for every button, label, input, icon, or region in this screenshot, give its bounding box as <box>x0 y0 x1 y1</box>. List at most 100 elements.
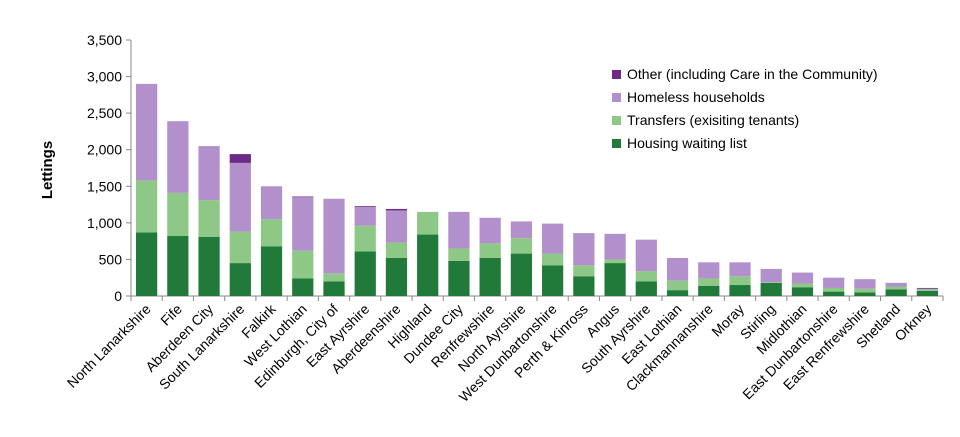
bar-segment-homeless-households <box>885 282 907 287</box>
bar-segment-other-including-care-in-the-community <box>292 196 314 198</box>
bar-segment-homeless-households <box>292 197 314 251</box>
legend-swatch <box>612 139 621 148</box>
legend-label: Transfers (exisiting tenants) <box>627 112 799 128</box>
bar-segment-homeless-households <box>729 262 751 277</box>
bar-segment-homeless-households <box>510 221 533 239</box>
y-tick-label: 1,000 <box>87 215 122 231</box>
bar-segment-transfers-exisiting-tenants <box>635 271 657 282</box>
bar-segment-transfers-exisiting-tenants <box>323 273 345 282</box>
bar-segment-transfers-exisiting-tenants <box>385 242 408 258</box>
y-tick-label: 0 <box>114 288 122 304</box>
bar-segment-housing-waiting-list <box>542 265 564 296</box>
bar-segment-transfers-exisiting-tenants <box>573 265 595 277</box>
bar-segment-transfers-exisiting-tenants <box>510 238 533 254</box>
bar-segment-transfers-exisiting-tenants <box>198 200 220 237</box>
bar-segment-housing-waiting-list <box>167 236 189 296</box>
bar-segment-homeless-households <box>635 239 657 272</box>
bar-segment-housing-waiting-list <box>635 281 657 296</box>
bar-segment-transfers-exisiting-tenants <box>666 280 689 291</box>
bar-segment-housing-waiting-list <box>323 281 345 296</box>
bar-segment-homeless-households <box>854 279 876 289</box>
bar-segment-homeless-households <box>354 206 376 226</box>
bar-segment-other-including-care-in-the-community <box>385 208 408 211</box>
legend-label: Homeless households <box>627 89 765 105</box>
bar-segment-transfers-exisiting-tenants <box>479 243 501 258</box>
bar-segment-homeless-households <box>604 233 626 260</box>
y-ticks-group: 0 500 1,000 1,500 2,000 2,500 3,000 3,500 <box>87 32 944 304</box>
y-tick-label: 2,000 <box>87 142 122 158</box>
bar-segment-housing-waiting-list <box>479 257 501 296</box>
bar-segment-transfers-exisiting-tenants <box>448 248 470 261</box>
bar-segment-transfers-exisiting-tenants <box>854 288 876 293</box>
legend-swatch <box>612 70 621 79</box>
bar-segment-homeless-households <box>760 268 782 283</box>
legend-swatch <box>612 93 621 102</box>
y-axis-label: Lettings <box>39 141 56 199</box>
bar-segment-transfers-exisiting-tenants <box>823 287 845 292</box>
bar-segment-housing-waiting-list <box>385 257 408 296</box>
bar-segment-transfers-exisiting-tenants <box>885 286 907 290</box>
bar-segment-homeless-households <box>198 146 220 201</box>
bar-segment-transfers-exisiting-tenants <box>354 225 376 252</box>
bars-group <box>136 83 939 296</box>
bar-segment-housing-waiting-list <box>510 253 533 296</box>
bar-segment-housing-waiting-list <box>916 290 939 296</box>
y-tick-label: 500 <box>99 251 123 267</box>
y-tick-label: 1,500 <box>87 178 122 194</box>
bar-segment-transfers-exisiting-tenants <box>760 282 782 283</box>
bar-segment-homeless-households <box>448 211 470 249</box>
bar-segment-homeless-households <box>823 277 845 288</box>
bar-segment-other-including-care-in-the-community <box>229 154 251 163</box>
y-tick-label: 3,000 <box>87 69 122 85</box>
y-tick-label: 3,500 <box>87 32 122 48</box>
bar-segment-homeless-households <box>479 217 501 244</box>
bar-segment-transfers-exisiting-tenants <box>417 211 439 235</box>
legend-label: Housing waiting list <box>627 135 747 151</box>
bar-segment-housing-waiting-list <box>448 260 470 296</box>
bar-segment-transfers-exisiting-tenants <box>729 276 751 286</box>
bar-segment-homeless-households <box>666 257 689 281</box>
bar-segment-other-including-care-in-the-community <box>916 287 939 289</box>
legend: Other (including Care in the Community) H… <box>612 66 878 151</box>
bar-segment-homeless-households <box>573 233 595 266</box>
bar-segment-transfers-exisiting-tenants <box>136 180 158 233</box>
legend-label: Other (including Care in the Community) <box>627 66 878 82</box>
bar-segment-homeless-households <box>323 198 345 274</box>
bar-segment-homeless-households <box>542 223 564 254</box>
bar-segment-transfers-exisiting-tenants <box>229 231 251 264</box>
bar-segment-transfers-exisiting-tenants <box>604 259 626 264</box>
bar-segment-homeless-households <box>698 262 720 279</box>
bar-segment-housing-waiting-list <box>198 236 220 296</box>
bar-segment-transfers-exisiting-tenants <box>542 253 564 266</box>
bar-segment-homeless-households <box>385 210 408 243</box>
y-tick-label: 2,500 <box>87 105 122 121</box>
bar-segment-homeless-households <box>167 121 189 193</box>
bar-segment-transfers-exisiting-tenants <box>292 250 314 279</box>
bar-segment-housing-waiting-list <box>292 278 314 296</box>
bar-segment-housing-waiting-list <box>229 263 251 296</box>
bar-segment-transfers-exisiting-tenants <box>791 283 814 288</box>
bar-segment-other-including-care-in-the-community <box>354 206 376 207</box>
bar-segment-homeless-households <box>916 288 939 290</box>
bar-segment-housing-waiting-list <box>791 287 814 296</box>
bar-segment-housing-waiting-list <box>823 291 845 296</box>
bar-segment-housing-waiting-list <box>666 290 689 296</box>
legend-swatch <box>612 116 621 125</box>
bar-segment-housing-waiting-list <box>885 289 907 296</box>
bar-segment-housing-waiting-list <box>854 292 876 296</box>
bar-segment-transfers-exisiting-tenants <box>260 219 283 247</box>
bar-segment-housing-waiting-list <box>573 276 595 296</box>
x-category-label: North Lanarkshire <box>64 301 154 391</box>
bar-segment-housing-waiting-list <box>760 282 782 296</box>
bar-segment-housing-waiting-list <box>260 246 283 296</box>
bar-segment-transfers-exisiting-tenants <box>698 278 720 286</box>
bar-segment-homeless-households <box>260 186 283 220</box>
bar-segment-transfers-exisiting-tenants <box>167 192 189 237</box>
bar-segment-homeless-households <box>791 272 814 284</box>
bar-segment-housing-waiting-list <box>417 234 439 296</box>
bar-segment-housing-waiting-list <box>136 232 158 296</box>
bar-segment-housing-waiting-list <box>604 263 626 296</box>
bar-segment-housing-waiting-list <box>354 251 376 296</box>
